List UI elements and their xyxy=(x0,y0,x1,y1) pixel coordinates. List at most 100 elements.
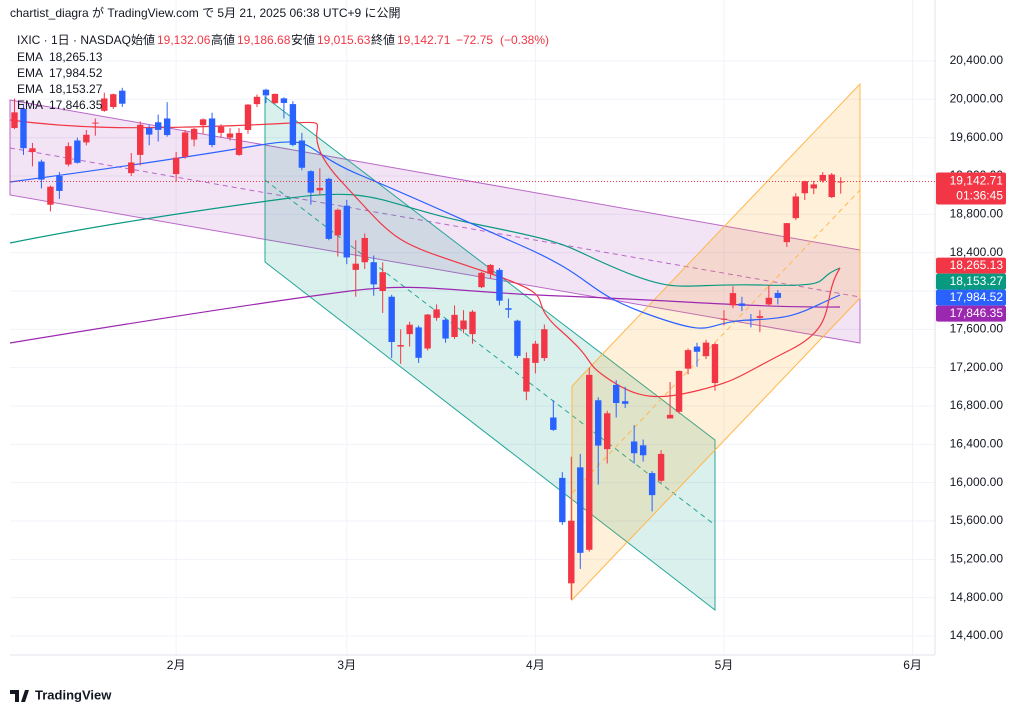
candle-body xyxy=(145,128,153,135)
candles xyxy=(11,87,844,600)
candle-body xyxy=(487,264,494,274)
candle-body xyxy=(316,187,324,191)
candle-body xyxy=(199,119,207,126)
candle-body xyxy=(298,140,306,168)
candle-body xyxy=(774,292,782,298)
candle-body xyxy=(801,181,808,194)
candle-body xyxy=(244,104,252,130)
legend-value: 19,142.71 xyxy=(397,33,451,47)
candle-body xyxy=(702,342,710,357)
candle-body xyxy=(568,520,575,584)
y-tick-label: 19,600.00 xyxy=(950,130,1004,144)
x-tick-label: 3月 xyxy=(337,658,356,672)
candle-body xyxy=(397,345,404,347)
candle-body xyxy=(586,374,593,550)
candle-body xyxy=(190,128,198,140)
candle-body xyxy=(810,184,817,189)
candle-body xyxy=(343,205,350,258)
candle-body xyxy=(101,98,108,111)
brand-logo xyxy=(10,690,29,702)
candle-body xyxy=(119,90,126,104)
ema-legend-name: EMA xyxy=(17,66,43,80)
candle-body xyxy=(837,181,844,183)
candle-body xyxy=(747,319,755,321)
candle-body xyxy=(361,237,368,263)
candle-body xyxy=(514,320,521,356)
candle-body xyxy=(720,318,728,320)
candle-body xyxy=(388,296,395,342)
candle-body xyxy=(648,473,656,496)
candle-body xyxy=(595,400,602,446)
brand: TradingView xyxy=(35,687,112,702)
ema-tag xyxy=(936,257,1006,274)
legend-label: 終値 xyxy=(371,32,395,47)
candle-body xyxy=(496,269,503,301)
legend-value: 19,186.68 xyxy=(237,33,291,47)
candle-body xyxy=(711,344,719,383)
y-tick-label: 17,200.00 xyxy=(950,360,1004,374)
purple-channel xyxy=(9,99,861,344)
candle-body xyxy=(451,314,458,337)
ema-legend-name: EMA xyxy=(17,98,43,112)
candle-body xyxy=(262,89,270,96)
grid xyxy=(10,0,935,655)
legend-change: −72.75 xyxy=(456,33,493,47)
candle-body xyxy=(792,196,800,219)
y-tick-label: 14,800.00 xyxy=(950,590,1004,604)
candle-body xyxy=(765,297,773,305)
countdown: 01:36:45 xyxy=(956,189,1003,203)
ema-legend-value: 18,153.27 xyxy=(49,82,103,96)
candle-body xyxy=(666,414,674,419)
candle-body xyxy=(370,262,377,285)
candle-body xyxy=(783,223,791,243)
candle-body xyxy=(612,384,620,404)
candle-body xyxy=(38,161,45,180)
y-tick-label: 17,600.00 xyxy=(950,321,1004,335)
candle-body xyxy=(738,303,746,306)
ema-legend-name: EMA xyxy=(17,82,43,96)
candle-body xyxy=(352,263,359,270)
ema-line xyxy=(9,286,841,344)
candle-body xyxy=(819,174,826,181)
candle-body xyxy=(424,314,431,349)
candle-body xyxy=(460,320,467,330)
candle-body xyxy=(604,413,611,450)
candle-body xyxy=(334,209,341,236)
y-tick-label: 20,000.00 xyxy=(950,91,1004,105)
ema-line xyxy=(9,193,841,287)
x-tick-label: 4月 xyxy=(526,658,545,672)
y-tick-label: 14,400.00 xyxy=(950,628,1004,642)
x-tick-label: 2月 xyxy=(167,658,186,672)
candle-body xyxy=(523,358,530,392)
candle-body xyxy=(208,118,216,146)
y-tick-label: 18,400.00 xyxy=(950,245,1004,259)
candle-body xyxy=(20,108,27,149)
candle-body xyxy=(693,346,701,352)
y-tick-label: 16,000.00 xyxy=(950,475,1004,489)
candle-body xyxy=(280,98,288,103)
ema-legend-name: EMA xyxy=(17,50,43,64)
candle-body xyxy=(128,162,135,174)
candle-body xyxy=(271,93,279,104)
candle-body xyxy=(83,134,90,143)
legend-label: 始値 xyxy=(131,32,155,47)
price-tag xyxy=(936,172,1006,205)
legend-label: 高値 xyxy=(211,32,235,47)
ema-tag-label: 17,846.35 xyxy=(950,306,1004,320)
candle-body xyxy=(415,327,422,358)
price-tag-label: 19,142.71 xyxy=(950,174,1004,188)
candle-body xyxy=(505,308,512,310)
drawings xyxy=(9,82,861,612)
ema-tag xyxy=(936,289,1006,306)
candle-body xyxy=(478,272,485,288)
y-tick-label: 18,800.00 xyxy=(950,206,1004,220)
ema-legend-value: 17,984.52 xyxy=(49,66,103,80)
y-tick-label: 15,200.00 xyxy=(950,552,1004,566)
candle-body xyxy=(621,401,629,404)
y-tick-label: 16,800.00 xyxy=(950,398,1004,412)
ema-tag-label: 17,984.52 xyxy=(950,290,1004,304)
ema-legend-value: 17,846.35 xyxy=(49,98,103,112)
candle-body xyxy=(110,94,117,107)
